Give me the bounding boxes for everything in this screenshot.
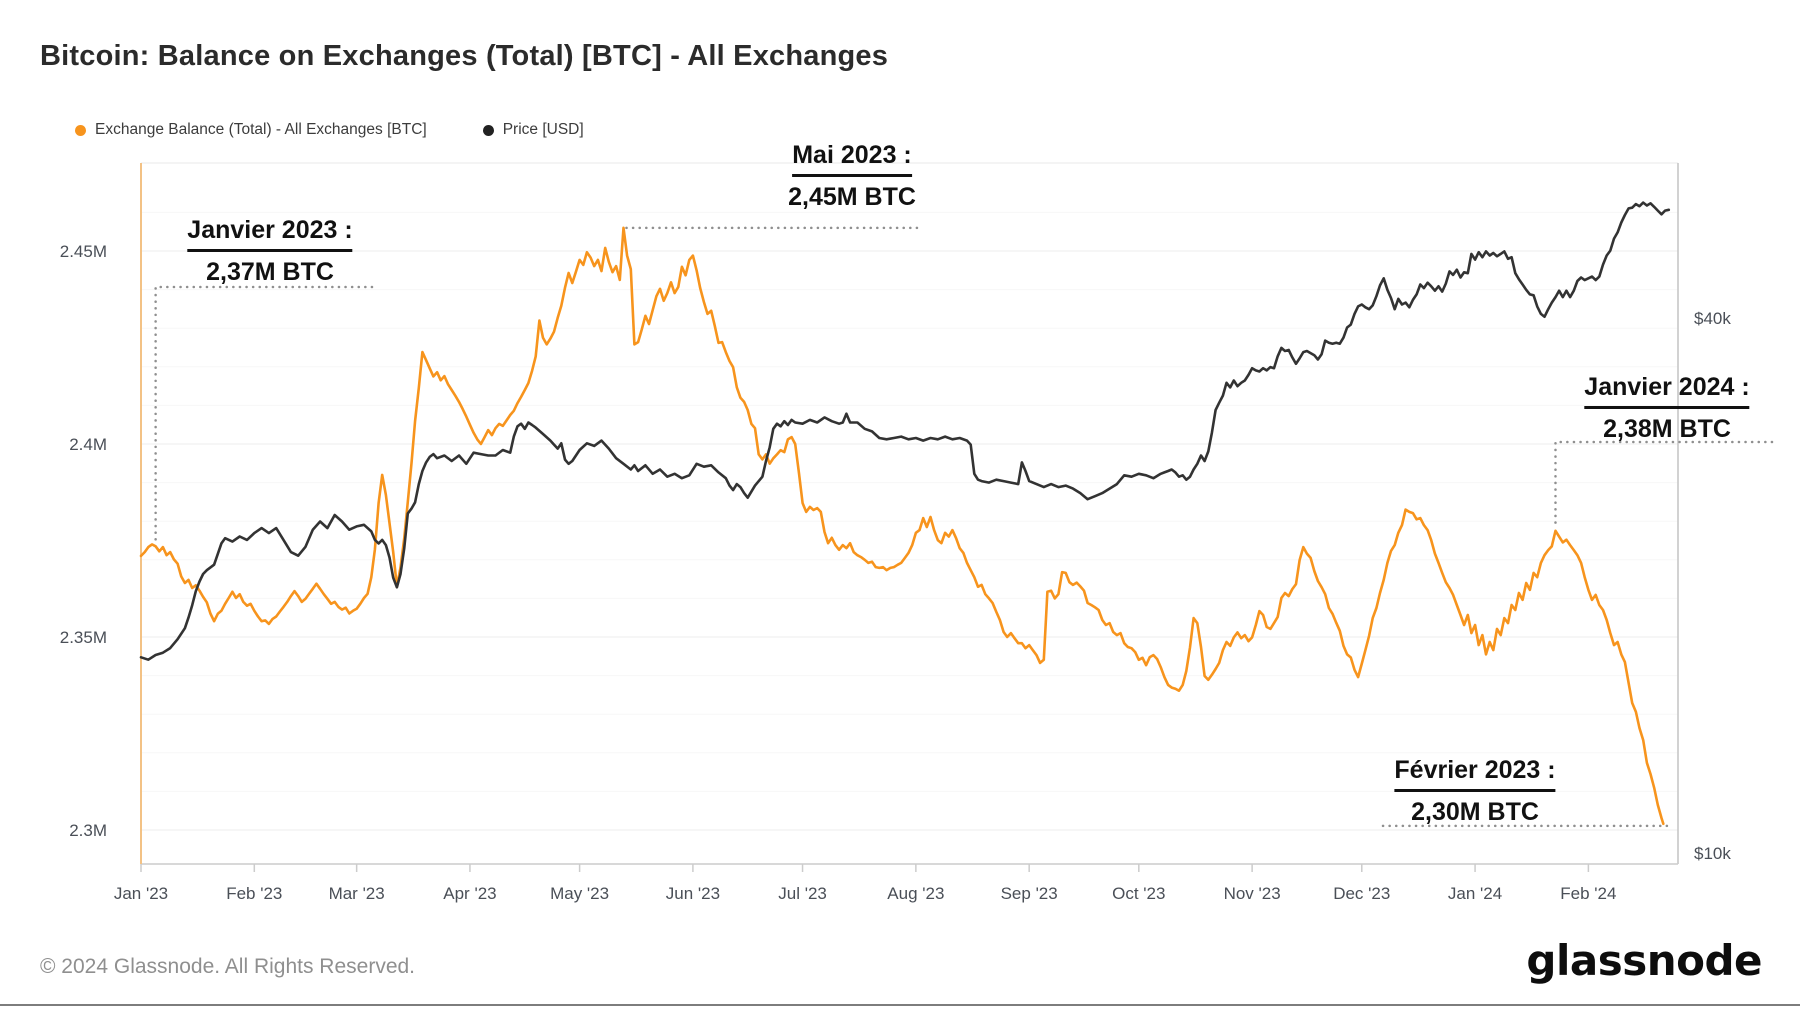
annotation-fevrier-2023-title: Février 2023 : xyxy=(1394,753,1556,792)
x-tick-label: Jul '23 xyxy=(778,884,827,903)
x-tick-label: Jan '23 xyxy=(114,884,168,903)
annotation-connector xyxy=(1554,440,1774,527)
legend-item-price[interactable]: Price [USD] xyxy=(482,121,584,139)
annotation-janvier-2023: Janvier 2023 : 2,37M BTC xyxy=(187,213,353,289)
x-tick-label: Jan '24 xyxy=(1448,884,1502,903)
series-line-price[interactable] xyxy=(139,201,1671,662)
y-right-tick-label: $10k xyxy=(1694,844,1731,863)
x-tick-label: Sep '23 xyxy=(1001,884,1058,903)
chart-legend: Exchange Balance (Total) - All Exchanges… xyxy=(75,121,584,139)
x-tick-label: Feb '24 xyxy=(1560,884,1616,903)
x-tick-label: Mar '23 xyxy=(329,884,385,903)
x-tick-label: Nov '23 xyxy=(1224,884,1281,903)
annotation-janvier-2024-value: 2,38M BTC xyxy=(1603,415,1731,443)
annotation-janvier-2024: Janvier 2024 : 2,38M BTC xyxy=(1584,370,1750,446)
annotation-mai-2023: Mai 2023 : 2,45M BTC xyxy=(788,138,916,214)
annotation-connector xyxy=(154,285,374,542)
annotation-janvier-2023-value: 2,37M BTC xyxy=(206,258,334,286)
annotation-janvier-2024-title: Janvier 2024 : xyxy=(1584,370,1750,409)
y-right-tick-label: $40k xyxy=(1694,309,1731,328)
legend-label-price: Price [USD] xyxy=(502,121,584,138)
legend-label-exchange-balance: Exchange Balance (Total) - All Exchanges… xyxy=(95,121,427,138)
y-left-tick-label: 2.4M xyxy=(69,435,107,454)
x-tick-label: Aug '23 xyxy=(887,884,944,903)
y-left-tick-label: 2.3M xyxy=(69,821,107,840)
page-title: Bitcoin: Balance on Exchanges (Total) [B… xyxy=(40,40,889,72)
bottom-divider xyxy=(0,1004,1800,1006)
annotation-fevrier-2023: Février 2023 : 2,30M BTC xyxy=(1394,753,1556,829)
copyright-text: © 2024 Glassnode. All Rights Reserved. xyxy=(40,955,416,978)
x-tick-label: Dec '23 xyxy=(1333,884,1390,903)
annotation-mai-2023-title: Mai 2023 : xyxy=(792,138,912,177)
y-left-tick-label: 2.35M xyxy=(60,628,107,647)
series-line-exchange-balance[interactable] xyxy=(139,226,1665,826)
annotation-janvier-2023-title: Janvier 2023 : xyxy=(187,213,353,252)
x-tick-label: Oct '23 xyxy=(1112,884,1165,903)
y-left-tick-label: 2.45M xyxy=(60,242,107,261)
x-tick-label: Apr '23 xyxy=(443,884,496,903)
annotation-mai-2023-value: 2,45M BTC xyxy=(788,183,916,211)
annotation-fevrier-2023-value: 2,30M BTC xyxy=(1411,798,1539,826)
legend-dot-black-icon xyxy=(482,124,494,136)
x-tick-label: May '23 xyxy=(550,884,609,903)
x-tick-label: Jun '23 xyxy=(666,884,720,903)
legend-dot-orange-icon xyxy=(75,124,86,136)
x-tick-label: Feb '23 xyxy=(226,884,282,903)
legend-item-exchange-balance[interactable]: Exchange Balance (Total) - All Exchanges… xyxy=(75,121,427,139)
glassnode-logo[interactable]: glassnode xyxy=(1526,936,1762,985)
